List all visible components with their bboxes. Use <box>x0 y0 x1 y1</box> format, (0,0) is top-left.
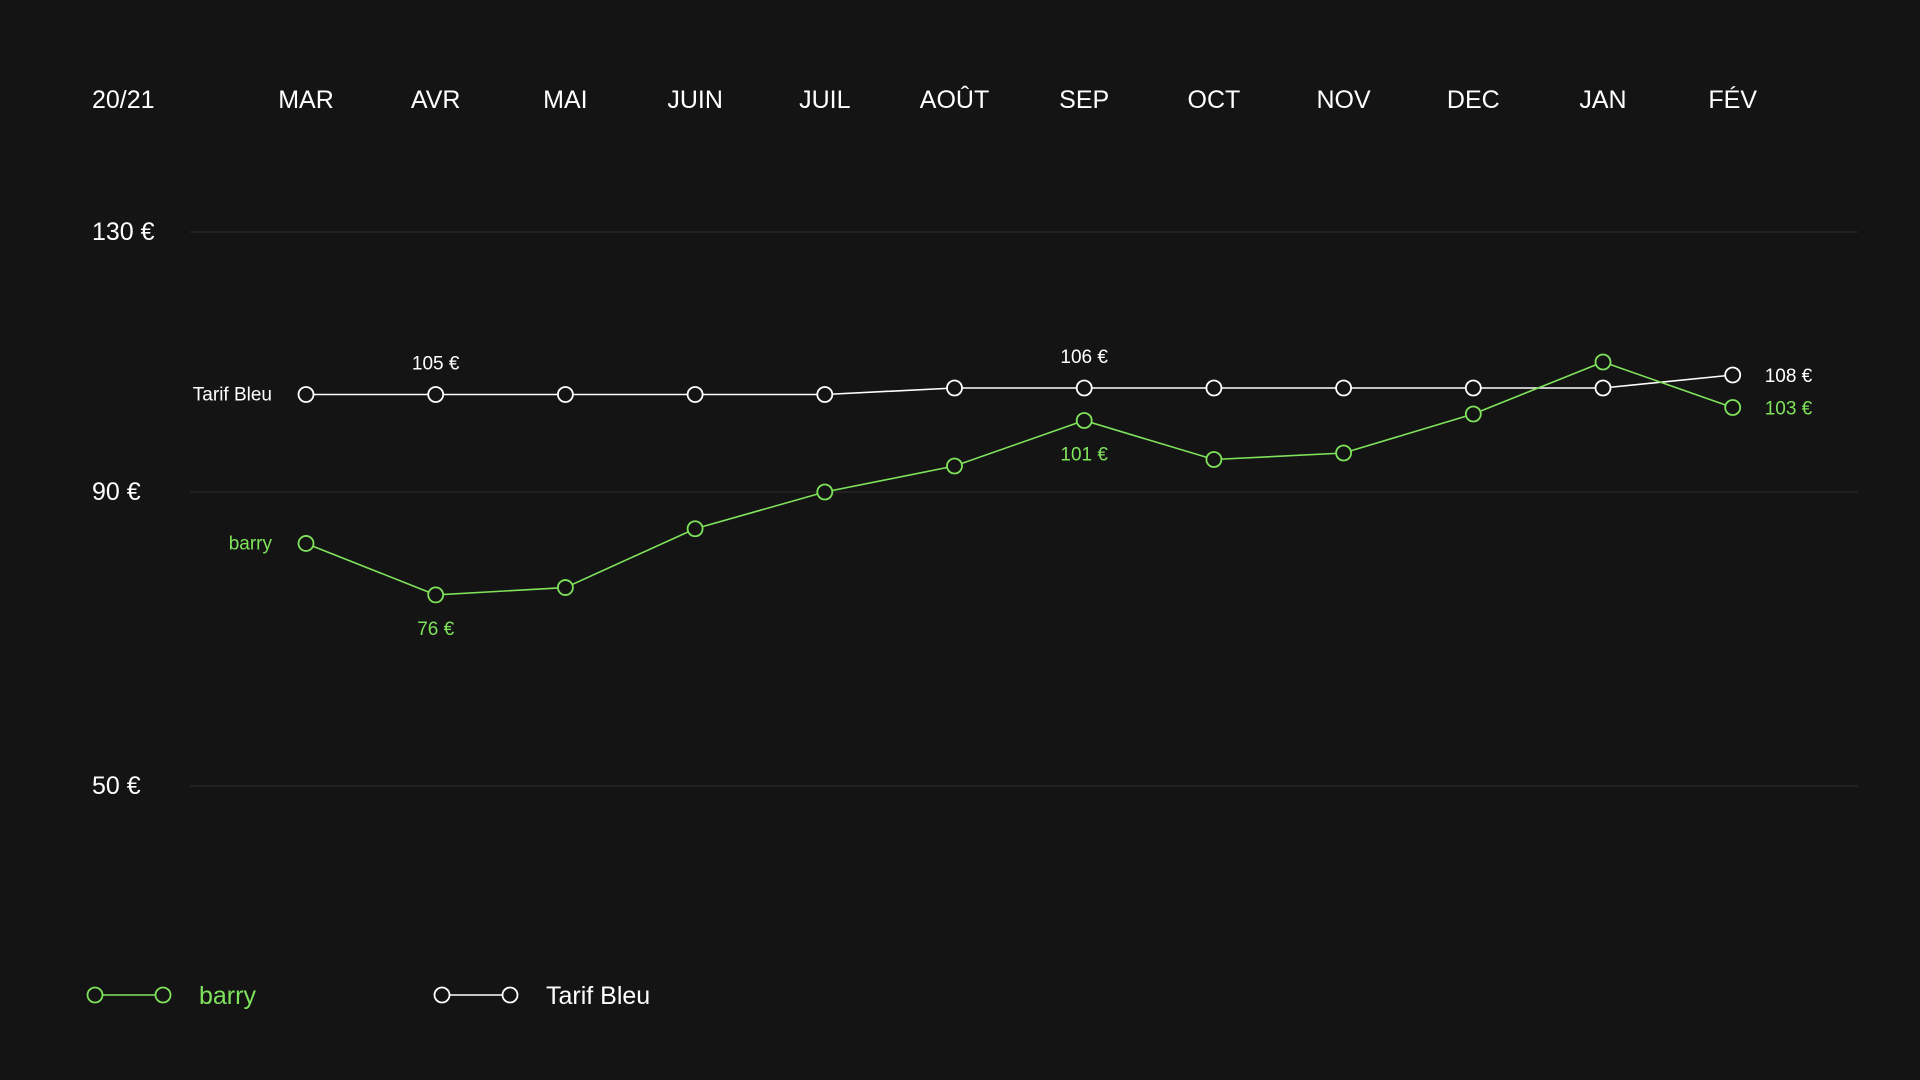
month-label-fév: FÉV <box>1708 85 1757 114</box>
data-point-tarif_bleu-juin <box>686 386 704 403</box>
data-label-barry-avr: 76 € <box>417 619 454 640</box>
grid-layer <box>190 231 1858 787</box>
legend-label-tarif_bleu: Tarif Bleu <box>546 982 650 1010</box>
data-point-barry-nov <box>1335 444 1352 462</box>
data-point-tarif_bleu-oct <box>1205 379 1223 397</box>
data-point-tarif_bleu-avr <box>427 386 445 403</box>
data-label-tarif_bleu-fév: 108 € <box>1765 366 1813 387</box>
data-point-tarif_bleu-juil <box>816 386 834 403</box>
month-label-dec: DEC <box>1447 86 1500 114</box>
series-tarif_bleu: Tarif Bleu 105 € 106 € 108 € <box>193 347 1813 406</box>
month-label-mar: MAR <box>278 86 334 114</box>
data-point-barry-oct <box>1205 451 1223 468</box>
legend-marker-start-tarif_bleu <box>433 986 451 1004</box>
data-point-barry-juin <box>686 520 704 538</box>
data-point-barry-mar <box>297 535 315 552</box>
data-point-barry-dec <box>1464 405 1482 423</box>
data-point-barry-fév <box>1724 399 1742 416</box>
y-tick-label-90: 90 € <box>92 478 141 506</box>
data-point-tarif_bleu-sep <box>1075 379 1093 397</box>
series-name-label-barry: barry <box>229 533 273 554</box>
legend-marker-start-barry <box>86 986 104 1004</box>
data-point-barry-août <box>946 457 963 475</box>
data-label-barry-sep: 101 € <box>1060 445 1108 466</box>
legend-label-barry: barry <box>199 982 256 1010</box>
series-barry: barry 76 € 101 € 103 € <box>229 353 1813 640</box>
data-point-barry-mai <box>557 579 574 596</box>
month-label-nov: NOV <box>1317 86 1372 114</box>
month-label-juil: JUIL <box>799 86 851 114</box>
legend: barry Tarif Bleu <box>86 982 650 1010</box>
y-tick-label-130: 130 € <box>92 218 155 246</box>
data-point-tarif_bleu-jan <box>1594 379 1612 397</box>
y-tick-label-50: 50 € <box>92 772 141 800</box>
data-point-tarif_bleu-fév <box>1724 366 1742 384</box>
legend-marker-end-tarif_bleu <box>501 986 519 1004</box>
series-layer: Tarif Bleu 105 € 106 € 108 € barry 76 € 101 € 1… <box>193 347 1813 640</box>
data-point-barry-sep <box>1075 412 1093 429</box>
data-point-tarif_bleu-dec <box>1464 379 1482 397</box>
month-label-août: AOÛT <box>920 85 989 114</box>
legend-marker-end-barry <box>154 986 172 1004</box>
legend-item-tarif_bleu: Tarif Bleu <box>433 982 650 1010</box>
data-point-barry-juil <box>816 483 834 501</box>
data-point-tarif_bleu-nov <box>1335 379 1352 397</box>
axis-layer: 20/21 MAR AVR MAI JUIN JUIL AOÛT SEP OCT NOV DEC JA… <box>92 85 1757 800</box>
data-label-tarif_bleu-avr: 105 € <box>412 354 460 375</box>
month-label-oct: OCT <box>1188 86 1241 114</box>
month-label-mai: MAI <box>543 86 587 114</box>
data-point-tarif_bleu-mai <box>557 386 574 403</box>
data-label-barry-fév: 103 € <box>1765 399 1813 420</box>
month-label-sep: SEP <box>1059 86 1109 114</box>
series-name-label-tarif_bleu: Tarif Bleu <box>193 385 272 406</box>
data-point-tarif_bleu-août <box>946 379 963 397</box>
month-label-jan: JAN <box>1579 86 1626 114</box>
month-label-avr: AVR <box>411 86 461 114</box>
data-point-tarif_bleu-mar <box>297 386 315 403</box>
data-label-tarif_bleu-sep: 106 € <box>1060 347 1108 368</box>
series-line-barry <box>305 361 1733 596</box>
data-point-barry-jan <box>1594 353 1612 371</box>
series-line-tarif_bleu <box>306 374 1733 396</box>
data-point-barry-avr <box>427 586 445 604</box>
month-label-juin: JUIN <box>667 86 723 114</box>
legend-item-barry: barry <box>86 982 256 1010</box>
period-label: 20/21 <box>92 86 155 114</box>
